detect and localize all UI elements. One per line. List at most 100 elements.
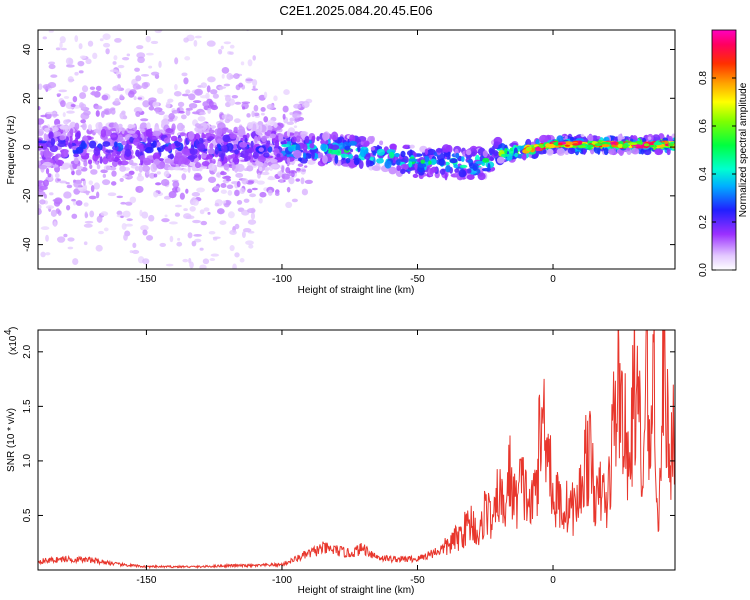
- heatmap-cell: [232, 263, 237, 269]
- heatmap-cell: [252, 55, 256, 61]
- heatmap-cell: [138, 164, 143, 173]
- heatmap-cell: [288, 177, 295, 185]
- heatmap-cell: [521, 154, 526, 160]
- heatmap-cell: [141, 82, 149, 90]
- snr-x-ticks: -150 -100 -50 0: [136, 330, 556, 586]
- heatmap-cell: [329, 143, 334, 150]
- heatmap-cell: [117, 134, 124, 142]
- heatmap-cell: [157, 147, 162, 153]
- heatmap-cell: [435, 148, 443, 153]
- heatmap-cell: [210, 89, 218, 95]
- heatmap-cell: [281, 165, 285, 173]
- heatmap-cell: [133, 107, 143, 114]
- heatmap-cell: [100, 211, 109, 217]
- heatmap-cell: [291, 198, 298, 203]
- heatmap-cell: [71, 198, 76, 202]
- heatmap-cell: [223, 41, 232, 45]
- heatmap-cell: [460, 156, 465, 162]
- heatmap-x-tick-label: -50: [410, 274, 425, 285]
- heatmap-cell: [102, 156, 109, 165]
- heatmap-cell: [291, 136, 297, 143]
- heatmap-cell: [42, 36, 48, 40]
- heatmap-cell: [407, 166, 417, 171]
- heatmap-cell: [69, 128, 74, 136]
- heatmap-cell: [60, 100, 66, 108]
- heatmap-cell: [81, 122, 87, 131]
- heatmap-cell: [74, 122, 80, 131]
- heatmap-cell: [233, 126, 238, 133]
- heatmap-cell: [105, 48, 110, 55]
- heatmap-cell: [133, 96, 137, 101]
- heatmap-cell: [226, 129, 233, 134]
- heatmap-cell: [204, 139, 209, 148]
- heatmap-cell: [252, 85, 256, 89]
- heatmap-cell: [90, 91, 99, 96]
- heatmap-cell: [408, 158, 418, 162]
- heatmap-cell: [174, 212, 181, 217]
- heatmap-cell: [182, 168, 188, 173]
- heatmap-cell: [243, 198, 250, 203]
- heatmap-cell: [129, 136, 134, 144]
- heatmap-cell: [189, 206, 196, 212]
- heatmap-cell: [67, 237, 75, 242]
- heatmap-cell: [164, 146, 172, 152]
- heatmap-cell: [395, 159, 401, 166]
- heatmap-cell: [149, 172, 156, 179]
- heatmap-cell: [231, 161, 235, 171]
- heatmap-cell: [107, 192, 117, 197]
- heatmap-cell: [43, 133, 47, 141]
- heatmap-cell: [239, 187, 246, 194]
- heatmap-cell: [444, 172, 448, 181]
- heatmap-cell: [428, 160, 432, 165]
- heatmap-cell: [50, 74, 58, 78]
- heatmap-cell: [301, 169, 306, 172]
- heatmap-cell: [148, 65, 153, 69]
- heatmap-cell: [263, 91, 268, 99]
- heatmap-cell: [229, 229, 237, 235]
- snr-x-tick-label: 0: [550, 575, 556, 586]
- heatmap-cell: [114, 98, 120, 104]
- heatmap-cell: [617, 134, 622, 143]
- heatmap-cell: [117, 123, 123, 128]
- heatmap-cell: [152, 101, 160, 108]
- heatmap-cell: [389, 151, 395, 159]
- heatmap-cell: [219, 220, 227, 225]
- heatmap-cell: [73, 153, 80, 158]
- heatmap-cell: [109, 69, 119, 73]
- heatmap-cell: [388, 166, 397, 175]
- heatmap-x-axis-label: Height of straight line (km): [298, 285, 415, 296]
- heatmap-cell: [155, 182, 162, 186]
- heatmap-cell: [316, 136, 320, 142]
- heatmap-cell: [292, 113, 301, 119]
- heatmap-cell: [40, 150, 44, 156]
- heatmap-cell: [49, 192, 54, 196]
- heatmap-cell: [454, 168, 460, 173]
- heatmap-cell: [221, 74, 225, 79]
- heatmap-cell: [207, 211, 211, 215]
- colorbar-gradient: [711, 29, 737, 271]
- heatmap-cell: [200, 95, 209, 99]
- snr-panel: -150 -100 -50 0 0.5 1.0 1.5 2.0 Height of stra…: [3, 327, 676, 596]
- heatmap-cell: [225, 114, 234, 122]
- heatmap-cell: [137, 97, 143, 100]
- heatmap-cell: [164, 158, 174, 164]
- heatmap-x-tick-label: 0: [550, 274, 556, 285]
- heatmap-cell: [154, 126, 160, 131]
- heatmap-cell: [90, 184, 95, 193]
- heatmap-cell: [38, 208, 42, 215]
- heatmap-cell: [171, 110, 179, 114]
- heatmap-cell: [46, 111, 53, 115]
- heatmap-cell: [63, 233, 68, 238]
- heatmap-cell: [212, 236, 221, 240]
- heatmap-cell: [139, 128, 146, 133]
- heatmap-cell: [88, 140, 97, 149]
- heatmap-cell: [120, 201, 127, 205]
- heatmap-cell: [197, 116, 206, 122]
- heatmap-cell: [396, 164, 402, 172]
- heatmap-cell: [246, 208, 256, 214]
- heatmap-cell: [119, 94, 124, 100]
- heatmap-cell: [258, 147, 264, 152]
- heatmap-cell: [493, 141, 499, 149]
- heatmap-cell: [94, 105, 103, 110]
- heatmap-cell: [267, 119, 275, 126]
